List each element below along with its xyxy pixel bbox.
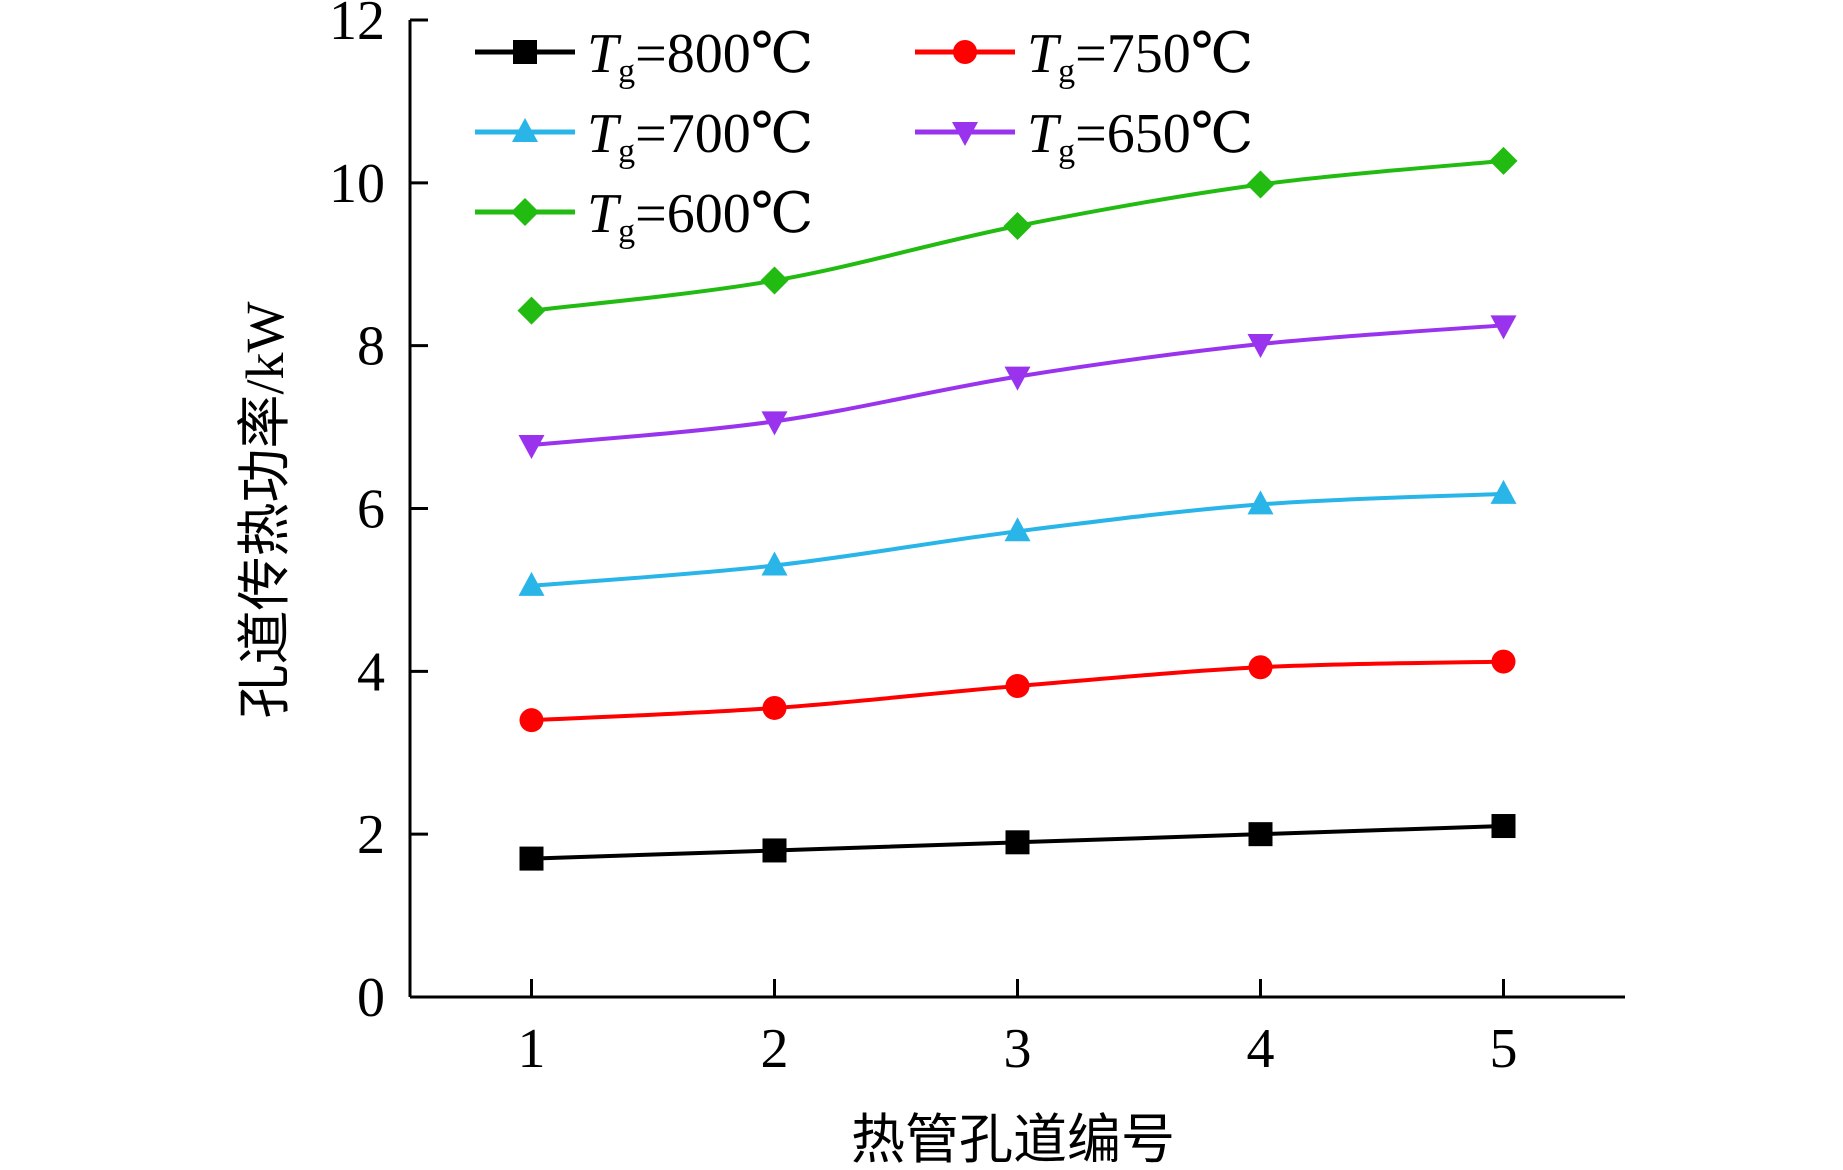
data-point [1246, 170, 1275, 199]
legend-item: Tg=700℃ [475, 103, 813, 170]
y-tick-label: 8 [357, 316, 385, 378]
y-tick-label: 12 [329, 0, 385, 52]
x-axis-title: 热管孔道编号 [851, 1110, 1175, 1170]
data-point [1490, 315, 1517, 340]
legend-item: Tg=650℃ [915, 103, 1253, 170]
legend-marker [953, 40, 977, 64]
y-tick-label: 2 [357, 804, 385, 866]
legend-marker [952, 122, 978, 146]
legend-item: Tg=600℃ [475, 183, 813, 250]
data-point [762, 838, 787, 863]
legend-item: Tg=800℃ [475, 23, 813, 90]
data-point [1491, 649, 1516, 674]
legend-item: Tg=750℃ [915, 23, 1253, 90]
legend-label: Tg=600℃ [587, 183, 813, 250]
data-point [761, 411, 788, 436]
data-point [1003, 211, 1032, 240]
x-tick-label: 5 [1490, 1018, 1518, 1080]
data-point [762, 695, 787, 720]
series-0 [519, 814, 1516, 871]
data-point [1247, 490, 1274, 515]
data-point [1491, 814, 1516, 839]
legend-marker [512, 118, 538, 142]
series-3 [518, 315, 1517, 459]
data-point [1490, 479, 1517, 504]
x-tick-label: 2 [761, 1018, 789, 1080]
legend-label: Tg=700℃ [587, 103, 813, 170]
data-point [1004, 517, 1031, 542]
data-point [760, 266, 789, 295]
legend-label: Tg=800℃ [587, 23, 813, 90]
data-point [1248, 655, 1273, 680]
y-tick-label: 6 [357, 479, 385, 541]
data-point [1248, 822, 1273, 847]
series-4 [517, 146, 1518, 325]
series-layer [517, 146, 1518, 871]
series-1 [519, 649, 1516, 733]
y-tick-label: 0 [357, 967, 385, 1029]
data-point [518, 434, 545, 459]
data-point [519, 708, 544, 733]
data-point [517, 296, 546, 325]
legend-label: Tg=650℃ [1027, 103, 1253, 170]
legend-marker [511, 198, 539, 226]
data-point [1005, 830, 1030, 855]
data-point [518, 571, 545, 596]
y-tick-label: 4 [357, 641, 385, 703]
data-point [1005, 673, 1030, 698]
legend-label: Tg=750℃ [1027, 23, 1253, 90]
y-tick-label: 10 [329, 153, 385, 215]
data-point [1004, 366, 1031, 391]
data-point [519, 846, 544, 871]
series-2 [518, 479, 1517, 596]
x-tick-label: 1 [518, 1018, 546, 1080]
x-tick-label: 3 [1004, 1018, 1032, 1080]
data-point [761, 551, 788, 576]
data-point [1489, 146, 1518, 175]
data-point [1247, 334, 1274, 359]
y-axis-title: 孔道传热功率/kW [235, 301, 295, 718]
legend-marker [513, 40, 537, 64]
legend: Tg=800℃ Tg=750℃ Tg=700℃ Tg=650℃ Tg=600℃ [475, 23, 1253, 250]
x-tick-label: 4 [1247, 1018, 1275, 1080]
